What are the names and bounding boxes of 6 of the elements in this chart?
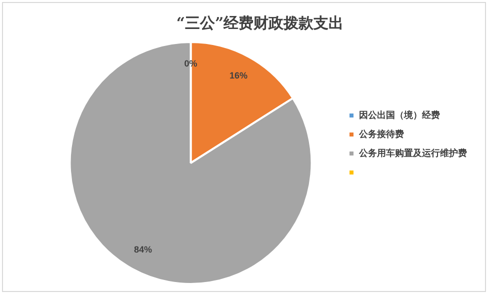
legend-label: 因公出国（境）经费 (359, 110, 440, 121)
chart-title: “三公”经费财政拨款支出 (176, 14, 344, 32)
data-label: 16% (230, 70, 248, 81)
legend-label: 公务用车购置及运行维护费 (358, 148, 467, 159)
data-label: 84% (134, 244, 152, 254)
legend-label: 公务接待费 (358, 128, 404, 140)
